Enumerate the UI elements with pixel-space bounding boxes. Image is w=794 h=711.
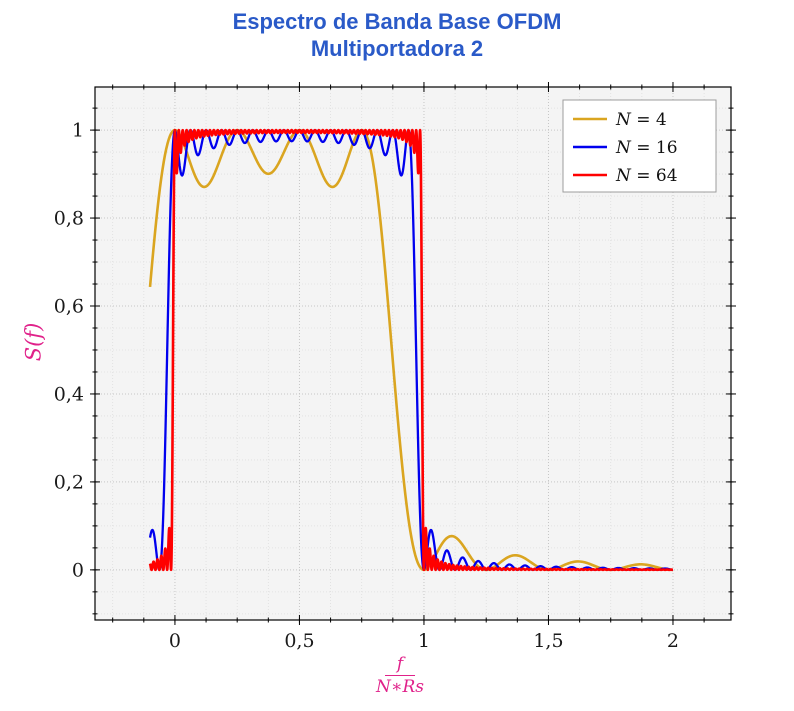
x-tick-labels: 0 0,5 1 1,5 2 [169,630,679,652]
x-tick-label-0: 0 [169,630,181,652]
axes-box [94,86,732,621]
legend-label-n4: N = 4 [615,110,667,130]
y-axis-label: S(f) [21,322,46,362]
chart-title-line2: Multiportadora 2 [310,36,484,61]
legend-label-n64: N = 64 [615,166,678,186]
y-tick-label-0,8: 0,8 [54,208,84,230]
chart-title: Espectro de Banda Base OFDM Multiportado… [0,8,794,62]
y-tick-label-0,6: 0,6 [54,296,84,318]
y-tick-label-0,4: 0,4 [54,383,84,405]
y-tick-label-0: 0 [72,559,84,581]
x-tick-label-1: 1 [418,630,430,652]
y-tick-label-1: 1 [72,120,84,142]
chart-title-line1: Espectro de Banda Base OFDM [232,9,562,34]
legend-label-n16: N = 16 [615,138,678,158]
y-tick-labels: 0 0,2 0,4 0,6 0,8 1 [54,120,84,582]
x-axis-label-denominator: N∗Rs [376,677,424,697]
x-axis-label-numerator: f [384,654,416,676]
series-line-n64 [148,128,675,572]
x-tick-label-1,5: 1,5 [533,630,563,652]
y-tick-label-0,2: 0,2 [54,471,84,493]
x-tick-label-2: 2 [667,630,679,652]
legend: N = 4 N = 16 N = 64 [562,99,717,193]
x-axis-label: f N∗Rs [376,654,424,697]
x-tick-label-0,5: 0,5 [284,630,314,652]
series-lines [148,128,675,572]
